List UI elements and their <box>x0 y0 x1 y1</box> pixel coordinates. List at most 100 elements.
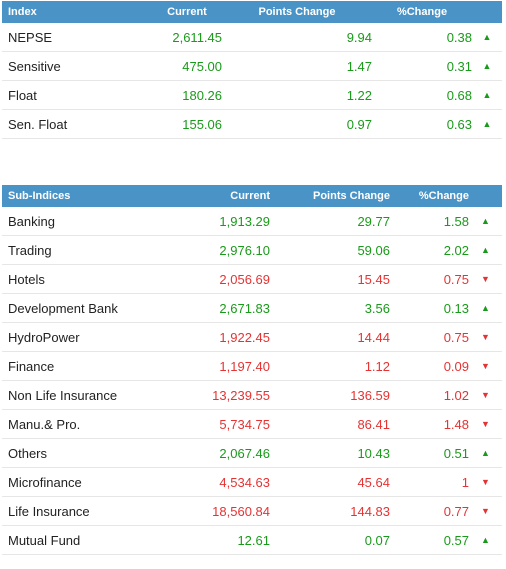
row-points-change: 1.12 <box>270 351 390 381</box>
row-percent-change: 0.75 <box>390 264 469 294</box>
header-percent-change: %Change <box>372 1 472 23</box>
arrow-up-icon: ▲ <box>469 438 502 468</box>
header-percent-change: %Change <box>390 185 469 207</box>
arrow-down-icon: ▼ <box>469 496 502 526</box>
table-row: Development Bank 2,671.83 3.56 0.13 ▲ <box>2 293 502 323</box>
row-name: Life Insurance <box>2 496 152 526</box>
row-percent-change: 0.51 <box>390 438 469 468</box>
index-table-body: NEPSE 2,611.45 9.94 0.38 ▲ Sensitive 475.00 1.4… <box>2 23 502 139</box>
row-name: Trading <box>2 235 152 265</box>
row-points-change: 45.64 <box>270 467 390 497</box>
row-points-change: 29.77 <box>270 207 390 236</box>
header-points-change: Points Change <box>222 1 372 23</box>
row-name: Microfinance <box>2 467 152 497</box>
arrow-up-icon: ▲ <box>472 51 502 81</box>
table-row: Trading 2,976.10 59.06 2.02 ▲ <box>2 235 502 265</box>
index-table-header: Index Current Points Change %Change <box>2 1 502 23</box>
row-percent-change: 0.68 <box>372 80 472 110</box>
row-name: NEPSE <box>2 23 152 52</box>
row-percent-change: 0.31 <box>372 51 472 81</box>
arrow-up-icon: ▲ <box>469 207 502 236</box>
table-row: Sen. Float 155.06 0.97 0.63 ▲ <box>2 109 502 139</box>
table-row: Non Life Insurance 13,239.55 136.59 1.02 ▼ <box>2 380 502 410</box>
row-percent-change: 0.75 <box>390 322 469 352</box>
header-points-change: Points Change <box>270 185 390 207</box>
index-table: Index Current Points Change %Change NEPS… <box>2 1 502 139</box>
arrow-down-icon: ▼ <box>469 380 502 410</box>
table-row: Hotels 2,056.69 15.45 0.75 ▼ <box>2 264 502 294</box>
row-percent-change: 1.58 <box>390 207 469 236</box>
table-row: Manu.& Pro. 5,734.75 86.41 1.48 ▼ <box>2 409 502 439</box>
table-row: Life Insurance 18,560.84 144.83 0.77 ▼ <box>2 496 502 526</box>
arrow-up-icon: ▲ <box>472 23 502 52</box>
row-points-change: 59.06 <box>270 235 390 265</box>
table-row: Banking 1,913.29 29.77 1.58 ▲ <box>2 207 502 236</box>
table-row: NEPSE 2,611.45 9.94 0.38 ▲ <box>2 23 502 52</box>
row-percent-change: 1 <box>390 467 469 497</box>
row-points-change: 15.45 <box>270 264 390 294</box>
sub-indices-table: Sub-Indices Current Points Change %Chang… <box>2 185 502 555</box>
table-row: Float 180.26 1.22 0.68 ▲ <box>2 80 502 110</box>
row-current-value: 2,671.83 <box>152 293 270 323</box>
row-points-change: 0.97 <box>222 109 372 139</box>
header-current: Current <box>152 1 222 23</box>
row-current-value: 475.00 <box>152 51 222 81</box>
arrow-down-icon: ▼ <box>469 322 502 352</box>
arrow-down-icon: ▼ <box>469 351 502 381</box>
row-points-change: 9.94 <box>222 23 372 52</box>
row-percent-change: 1.48 <box>390 409 469 439</box>
row-name: Hotels <box>2 264 152 294</box>
row-points-change: 3.56 <box>270 293 390 323</box>
row-points-change: 14.44 <box>270 322 390 352</box>
table-row: Microfinance 4,534.63 45.64 1 ▼ <box>2 467 502 497</box>
header-index: Index <box>2 1 152 23</box>
table-row: Finance 1,197.40 1.12 0.09 ▼ <box>2 351 502 381</box>
row-name: Non Life Insurance <box>2 380 152 410</box>
sub-indices-table-body: Banking 1,913.29 29.77 1.58 ▲ Trading 2,976.10… <box>2 207 502 555</box>
market-indices-panel: Index Current Points Change %Change NEPS… <box>0 1 506 555</box>
row-current-value: 2,056.69 <box>152 264 270 294</box>
arrow-up-icon: ▲ <box>469 235 502 265</box>
row-name: Others <box>2 438 152 468</box>
row-current-value: 13,239.55 <box>152 380 270 410</box>
table-row: Mutual Fund 12.61 0.07 0.57 ▲ <box>2 525 502 555</box>
arrow-up-icon: ▲ <box>469 525 502 555</box>
row-points-change: 1.47 <box>222 51 372 81</box>
row-points-change: 10.43 <box>270 438 390 468</box>
row-current-value: 5,734.75 <box>152 409 270 439</box>
arrow-up-icon: ▲ <box>472 109 502 139</box>
row-percent-change: 0.63 <box>372 109 472 139</box>
row-percent-change: 2.02 <box>390 235 469 265</box>
row-name: Development Bank <box>2 293 152 323</box>
table-row: Sensitive 475.00 1.47 0.31 ▲ <box>2 51 502 81</box>
row-name: Float <box>2 80 152 110</box>
row-current-value: 2,611.45 <box>152 23 222 52</box>
arrow-up-icon: ▲ <box>472 80 502 110</box>
row-percent-change: 0.38 <box>372 23 472 52</box>
row-points-change: 136.59 <box>270 380 390 410</box>
row-current-value: 1,922.45 <box>152 322 270 352</box>
header-sub-indices: Sub-Indices <box>2 185 152 207</box>
sub-indices-table-header: Sub-Indices Current Points Change %Chang… <box>2 185 502 207</box>
row-points-change: 86.41 <box>270 409 390 439</box>
row-current-value: 180.26 <box>152 80 222 110</box>
row-percent-change: 1.02 <box>390 380 469 410</box>
row-current-value: 4,534.63 <box>152 467 270 497</box>
row-name: Finance <box>2 351 152 381</box>
row-percent-change: 0.09 <box>390 351 469 381</box>
table-row: HydroPower 1,922.45 14.44 0.75 ▼ <box>2 322 502 352</box>
arrow-up-icon: ▲ <box>469 293 502 323</box>
row-current-value: 18,560.84 <box>152 496 270 526</box>
row-current-value: 1,913.29 <box>152 207 270 236</box>
header-arrow-spacer <box>472 1 502 23</box>
row-current-value: 155.06 <box>152 109 222 139</box>
row-name: Manu.& Pro. <box>2 409 152 439</box>
row-name: Mutual Fund <box>2 525 152 555</box>
row-name: Sensitive <box>2 51 152 81</box>
row-current-value: 1,197.40 <box>152 351 270 381</box>
row-name: HydroPower <box>2 322 152 352</box>
row-name: Banking <box>2 207 152 236</box>
row-percent-change: 0.13 <box>390 293 469 323</box>
row-percent-change: 0.77 <box>390 496 469 526</box>
row-current-value: 12.61 <box>152 525 270 555</box>
